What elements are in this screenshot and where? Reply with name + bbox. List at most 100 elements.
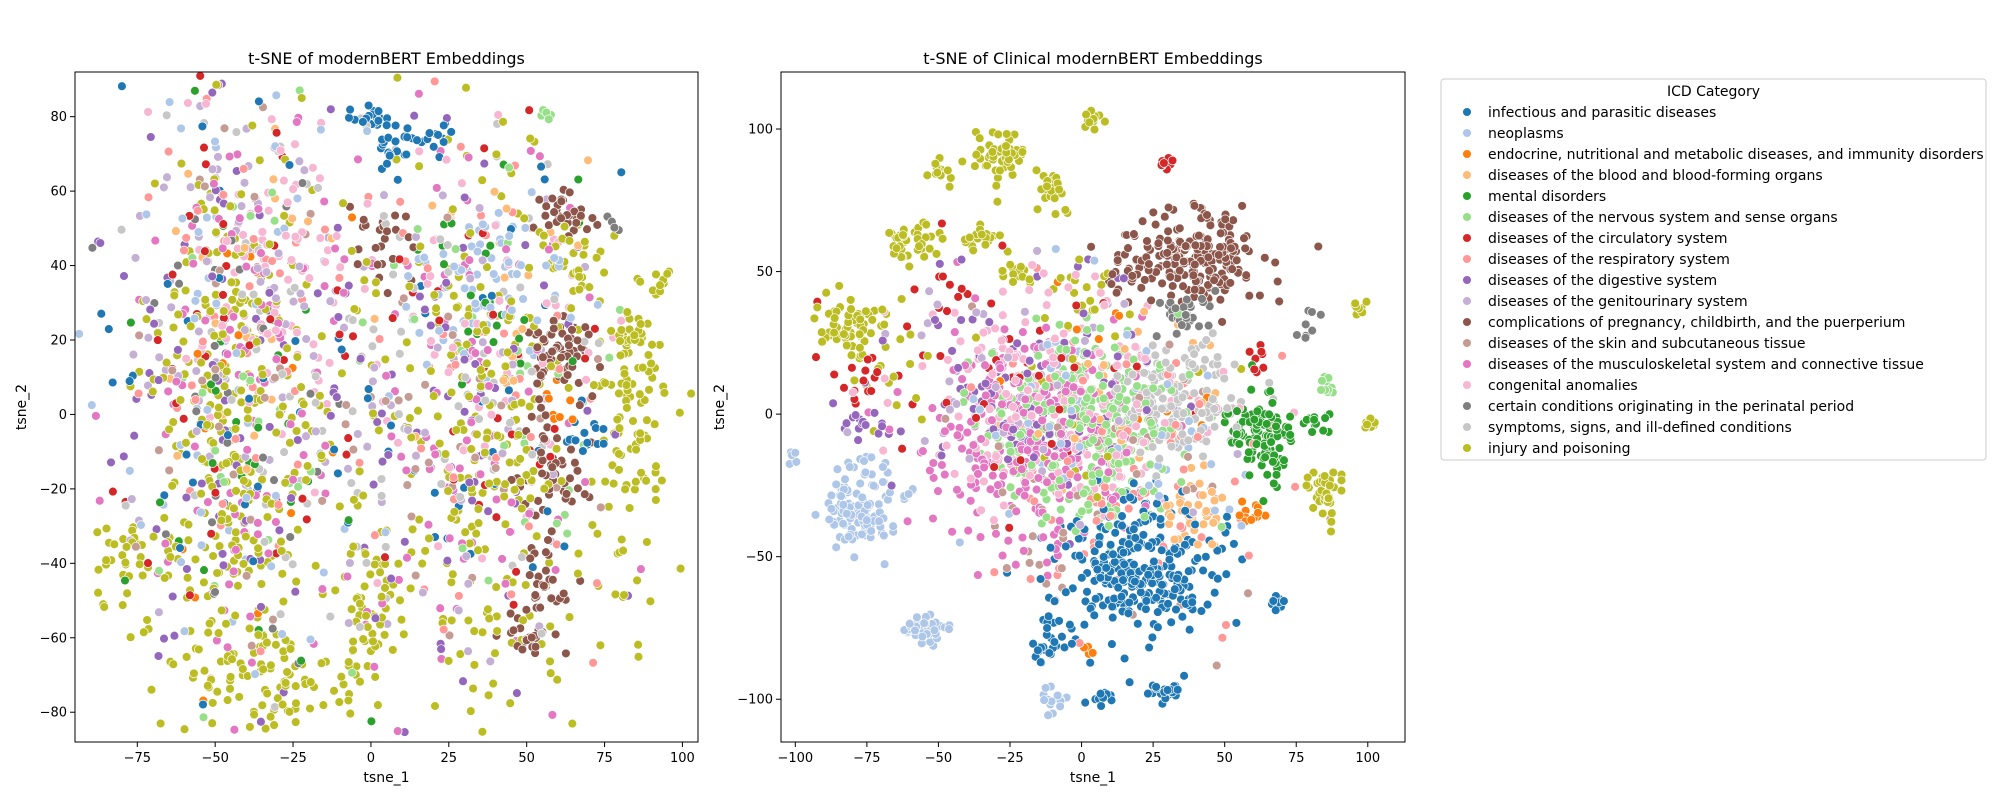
scatter-point	[499, 491, 509, 502]
scatter-point	[974, 133, 985, 143]
scatter-point	[178, 414, 189, 424]
scatter-point	[486, 409, 497, 420]
scatter-point	[1133, 542, 1143, 553]
scatter-point	[573, 548, 584, 559]
scatter-point	[604, 352, 615, 363]
scatter-point	[402, 132, 412, 142]
scatter-point	[390, 120, 401, 131]
scatter-point	[860, 467, 871, 478]
scatter-point	[1208, 517, 1219, 528]
scatter-point	[317, 496, 327, 506]
scatter-point	[376, 491, 387, 501]
scatter-point	[1031, 165, 1042, 176]
scatter-point	[488, 337, 499, 347]
scatter-point	[614, 465, 624, 475]
scatter-point	[896, 426, 906, 437]
scatter-point	[1111, 450, 1122, 461]
scatter-point	[473, 504, 484, 514]
scatter-point	[878, 477, 888, 487]
scatter-point	[136, 520, 146, 530]
scatter-point	[311, 426, 321, 437]
scatter-point	[185, 590, 195, 600]
scatter-point	[334, 329, 345, 340]
scatter-point	[630, 484, 640, 495]
scatter-point	[299, 301, 309, 312]
scatter-point	[294, 261, 305, 272]
scatter-point	[225, 672, 236, 682]
scatter-point	[1002, 563, 1012, 573]
scatter-point	[369, 314, 380, 324]
scatter-point	[1209, 422, 1220, 432]
scatter-point	[1150, 219, 1161, 230]
scatter-point	[353, 429, 363, 439]
scatter-point	[1208, 394, 1218, 404]
y-tick-label: 0	[59, 408, 67, 423]
scatter-point	[392, 726, 403, 736]
scatter-point	[196, 488, 206, 499]
scatter-point	[643, 350, 654, 360]
scatter-point	[550, 629, 561, 640]
scatter-point	[998, 286, 1008, 297]
scatter-point	[164, 97, 175, 107]
scatter-point	[1005, 482, 1016, 492]
scatter-point	[945, 280, 955, 290]
scatter-point	[518, 294, 528, 304]
scatter-point	[595, 640, 606, 651]
scatter-point	[561, 648, 571, 659]
scatter-point	[526, 412, 537, 422]
scatter-point	[245, 611, 255, 622]
scatter-point	[143, 332, 154, 343]
scatter-point	[636, 564, 646, 574]
scatter-point	[931, 249, 942, 259]
scatter-point	[1177, 611, 1188, 622]
scatter-point	[449, 261, 459, 272]
scatter-point	[162, 172, 172, 182]
scatter-point	[280, 678, 291, 688]
scatter-point	[897, 443, 907, 454]
scatter-point	[1065, 418, 1075, 428]
scatter-point	[997, 550, 1008, 561]
scatter-point	[405, 583, 416, 594]
scatter-point	[521, 470, 532, 480]
scatter-point	[997, 240, 1008, 251]
scatter-point	[952, 485, 962, 495]
scatter-point	[1025, 470, 1035, 481]
scatter-point	[582, 224, 592, 234]
scatter-point	[198, 336, 208, 347]
scatter-point	[537, 455, 548, 466]
scatter-point	[499, 440, 509, 451]
scatter-point	[145, 304, 155, 315]
scatter-point	[1313, 241, 1324, 252]
scatter-point	[355, 598, 365, 609]
scatter-point	[576, 210, 586, 221]
scatter-point	[842, 509, 852, 519]
scatter-point	[448, 472, 459, 483]
scatter-point	[536, 447, 546, 458]
scatter-point	[619, 590, 629, 600]
scatter-point	[191, 406, 202, 417]
scatter-point	[1193, 432, 1203, 442]
scatter-point	[573, 568, 583, 579]
scatter-point	[428, 391, 439, 401]
scatter-point	[916, 330, 927, 341]
scatter-point	[202, 405, 213, 415]
scatter-point	[229, 503, 239, 514]
scatter-point	[618, 545, 628, 556]
scatter-point	[443, 486, 453, 496]
scatter-point	[1151, 331, 1162, 341]
scatter-point	[1106, 279, 1117, 289]
scatter-point	[99, 602, 109, 612]
scatter-point	[959, 388, 969, 398]
scatter-point	[216, 605, 227, 616]
scatter-point	[427, 200, 438, 211]
scatter-point	[516, 398, 527, 408]
scatter-point	[567, 414, 578, 425]
scatter-point	[200, 315, 211, 326]
scatter-point	[357, 317, 368, 328]
scatter-point	[559, 541, 570, 552]
x-tick-label: 75	[596, 751, 613, 766]
scatter-point	[434, 315, 445, 326]
scatter-point	[211, 227, 221, 238]
scatter-point	[549, 323, 559, 334]
scatter-point	[552, 674, 562, 685]
